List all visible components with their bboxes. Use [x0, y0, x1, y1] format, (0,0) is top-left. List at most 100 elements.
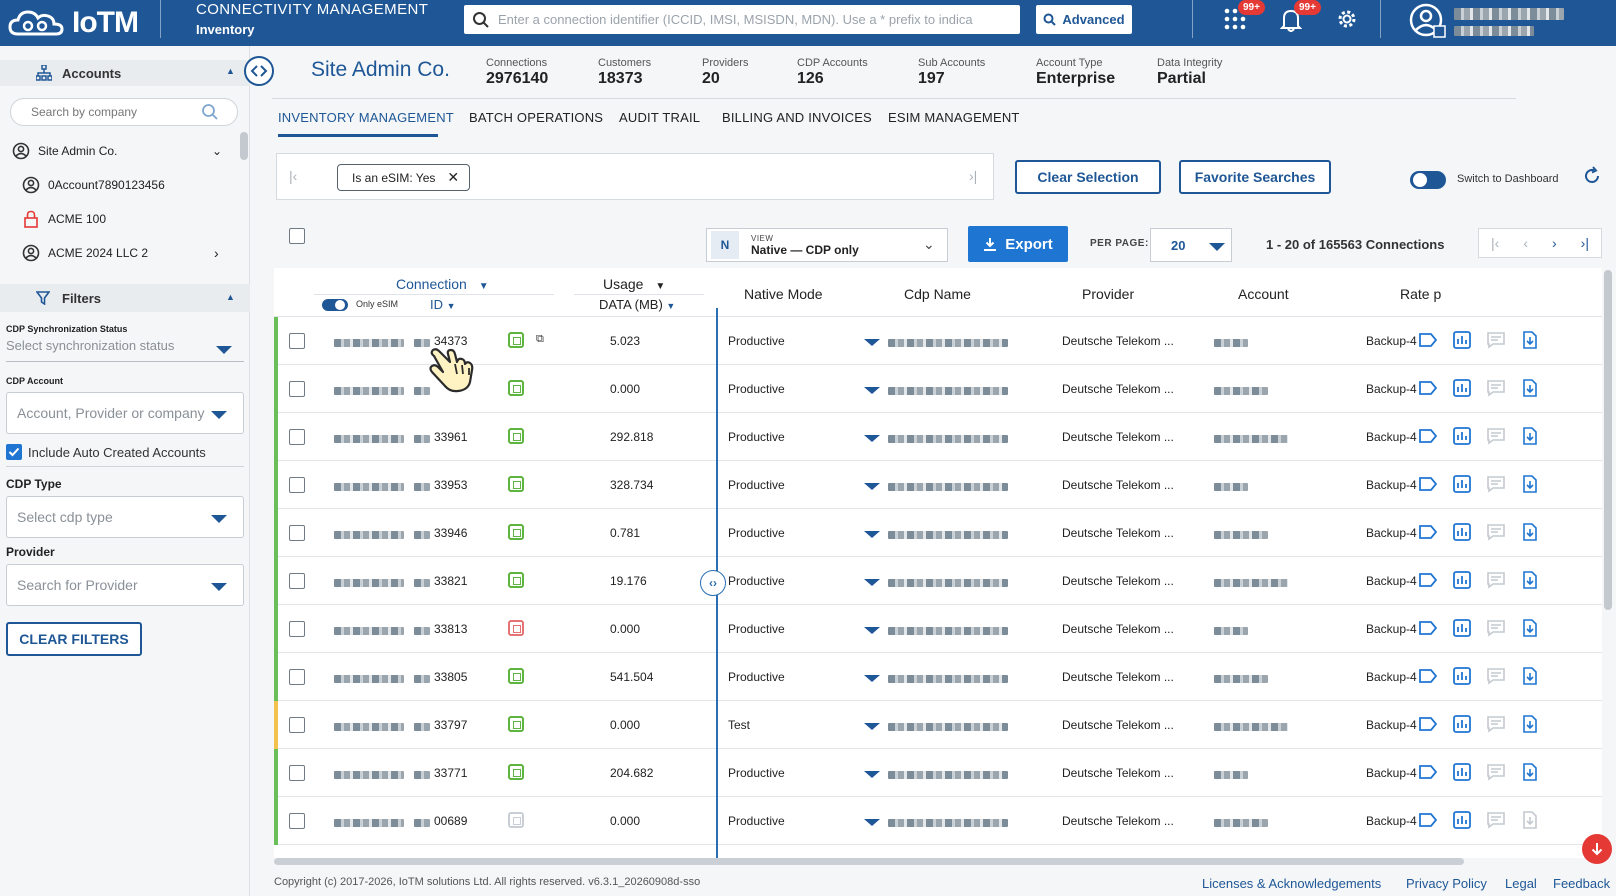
- native-mode-value[interactable]: Productive: [728, 622, 785, 636]
- native-mode-dropdown[interactable]: [864, 675, 880, 682]
- native-mode-dropdown[interactable]: [864, 339, 880, 346]
- download-file-icon[interactable]: [1520, 618, 1540, 638]
- tag-icon[interactable]: [1418, 762, 1438, 782]
- filters-header[interactable]: Filters ▲: [0, 284, 250, 312]
- select-all-checkbox[interactable]: [289, 228, 305, 244]
- comment-icon[interactable]: [1486, 714, 1506, 734]
- view-select[interactable]: N VIEW Native — CDP only ⌄: [706, 228, 948, 262]
- native-mode-dropdown[interactable]: [864, 435, 880, 442]
- native-mode-dropdown[interactable]: [864, 627, 880, 634]
- row-checkbox[interactable]: [289, 573, 305, 589]
- advanced-search-button[interactable]: Advanced: [1036, 5, 1132, 34]
- comment-icon[interactable]: [1486, 810, 1506, 830]
- favorite-searches-button[interactable]: Favorite Searches: [1179, 160, 1331, 194]
- header-rate-plan[interactable]: Rate p: [1400, 286, 1442, 302]
- include-auto-created-checkbox[interactable]: Include Auto Created Accounts: [6, 444, 206, 460]
- notifications-button[interactable]: 99+: [1279, 0, 1321, 35]
- native-mode-dropdown[interactable]: [864, 819, 880, 826]
- scroll-last-icon[interactable]: ›|: [969, 168, 978, 184]
- native-mode-dropdown[interactable]: [864, 387, 880, 394]
- logo[interactable]: IoTM: [8, 4, 139, 42]
- column-resize-handle[interactable]: ‹›: [700, 570, 726, 596]
- cdp-sync-select[interactable]: Select synchronization status: [6, 338, 244, 362]
- accounts-header[interactable]: Accounts ▲: [0, 60, 250, 86]
- comment-icon[interactable]: [1486, 378, 1506, 398]
- account-item[interactable]: ACME 100: [22, 210, 106, 228]
- next-page-icon[interactable]: ›: [1551, 235, 1557, 251]
- table-row[interactable]: 33821 19.176 Productive Deutsche Telekom ..…: [274, 557, 1602, 605]
- user-menu[interactable]: [1408, 2, 1564, 42]
- row-checkbox[interactable]: [289, 717, 305, 733]
- tag-icon[interactable]: [1418, 330, 1438, 350]
- comment-icon[interactable]: [1486, 330, 1506, 350]
- connection-search-input[interactable]: [498, 12, 1018, 27]
- connection-id-suffix[interactable]: 33961: [434, 430, 468, 444]
- connection-id-suffix[interactable]: 00689: [434, 814, 468, 828]
- table-row[interactable]: 33797 0.000 Test Deutsche Telekom ... Backup…: [274, 701, 1602, 749]
- tab-esim-management[interactable]: ESIM MANAGEMENT: [888, 110, 1020, 125]
- connection-id-suffix[interactable]: 33821: [434, 574, 468, 588]
- table-row[interactable]: 00689 0.000 Productive Deutsche Telekom ...…: [274, 797, 1602, 845]
- connection-id-suffix[interactable]: 34373: [434, 334, 468, 348]
- native-mode-dropdown[interactable]: [864, 771, 880, 778]
- accounts-scrollbar[interactable]: [240, 132, 248, 160]
- feedback-link[interactable]: Feedback: [1553, 876, 1611, 891]
- native-mode-value[interactable]: Productive: [728, 382, 785, 396]
- tag-icon[interactable]: [1418, 570, 1438, 590]
- only-esim-toggle[interactable]: [322, 299, 348, 311]
- row-checkbox[interactable]: [289, 333, 305, 349]
- company-search-input[interactable]: [31, 105, 201, 119]
- bar-chart-icon[interactable]: [1452, 762, 1472, 782]
- provider-select[interactable]: Search for Provider: [6, 564, 244, 606]
- search-icon[interactable]: [201, 103, 219, 121]
- native-mode-value[interactable]: Productive: [728, 478, 785, 492]
- download-file-icon[interactable]: [1520, 762, 1540, 782]
- tag-icon[interactable]: [1418, 378, 1438, 398]
- row-checkbox[interactable]: [289, 477, 305, 493]
- tab-inventory-management[interactable]: INVENTORY MANAGEMENT: [278, 110, 454, 125]
- header-native-mode[interactable]: Native Mode: [744, 286, 823, 302]
- collapse-accounts-icon[interactable]: ▲: [226, 66, 235, 76]
- collapse-filters-icon[interactable]: ▲: [226, 292, 235, 302]
- native-mode-dropdown[interactable]: [864, 483, 880, 490]
- row-checkbox[interactable]: [289, 429, 305, 445]
- scroll-first-icon[interactable]: |‹: [289, 168, 298, 184]
- download-file-icon[interactable]: [1520, 378, 1540, 398]
- bar-chart-icon[interactable]: [1452, 666, 1472, 686]
- row-checkbox[interactable]: [289, 765, 305, 781]
- table-row[interactable]: 33961 292.818 Productive Deutsche Telekom .…: [274, 413, 1602, 461]
- bar-chart-icon[interactable]: [1452, 522, 1472, 542]
- settings-button[interactable]: [1336, 8, 1358, 33]
- cdp-type-select[interactable]: Select cdp type: [6, 496, 244, 538]
- row-checkbox[interactable]: [289, 525, 305, 541]
- comment-icon[interactable]: [1486, 666, 1506, 686]
- tag-icon[interactable]: [1418, 618, 1438, 638]
- tab-batch-operations[interactable]: BATCH OPERATIONS: [469, 110, 604, 125]
- collapse-sidebar-button[interactable]: [244, 56, 274, 86]
- row-checkbox[interactable]: [289, 381, 305, 397]
- comment-icon[interactable]: [1486, 762, 1506, 782]
- bar-chart-icon[interactable]: [1452, 810, 1472, 830]
- switch-dashboard-toggle[interactable]: [1410, 171, 1446, 189]
- header-connection[interactable]: Connection ▼: [396, 276, 489, 292]
- table-row[interactable]: 33805 541.504 Productive Deutsche Telekom .…: [274, 653, 1602, 701]
- download-file-icon[interactable]: [1520, 570, 1540, 590]
- licenses-link[interactable]: Licenses & Acknowledgements: [1202, 876, 1382, 891]
- tag-icon[interactable]: [1418, 714, 1438, 734]
- bar-chart-icon[interactable]: [1452, 378, 1472, 398]
- bar-chart-icon[interactable]: [1452, 474, 1472, 494]
- tag-icon[interactable]: [1418, 810, 1438, 830]
- connection-id-suffix[interactable]: 33771: [434, 766, 468, 780]
- table-row[interactable]: 33771 204.682 Productive Deutsche Telekom .…: [274, 749, 1602, 797]
- native-mode-value[interactable]: Productive: [728, 574, 785, 588]
- header-usage[interactable]: Usage ▼: [603, 276, 665, 292]
- comment-icon[interactable]: [1486, 474, 1506, 494]
- per-page-select[interactable]: 20: [1150, 228, 1232, 262]
- tag-icon[interactable]: [1418, 666, 1438, 686]
- comment-icon[interactable]: [1486, 618, 1506, 638]
- download-file-icon[interactable]: [1520, 666, 1540, 686]
- connection-id-suffix[interactable]: 33953: [434, 478, 468, 492]
- account-item[interactable]: ACME 2024 LLC 2 ›: [22, 244, 232, 262]
- comment-icon[interactable]: [1486, 522, 1506, 542]
- tag-icon[interactable]: [1418, 522, 1438, 542]
